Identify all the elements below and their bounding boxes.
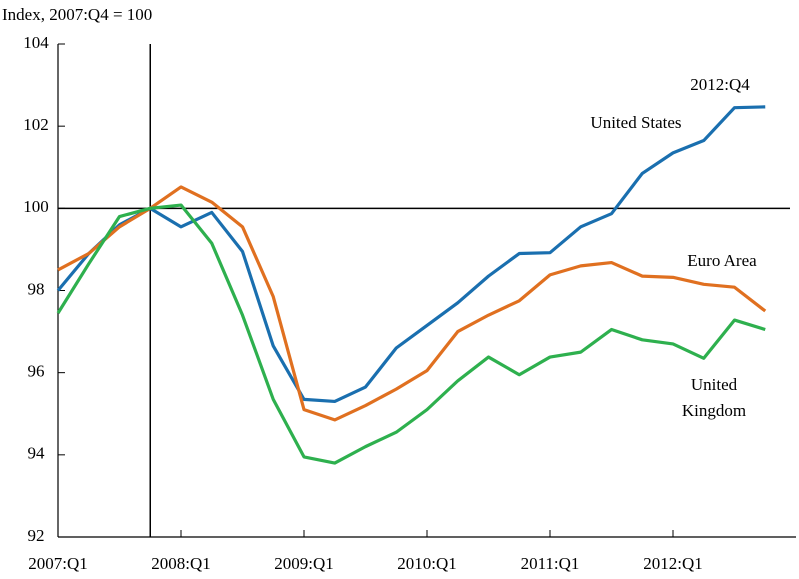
x-tick-label: 2012:Q1 — [643, 554, 703, 573]
x-tick-label: 2009:Q1 — [274, 554, 334, 573]
y-tick-label: 100 — [23, 197, 49, 216]
annotation: Euro Area — [687, 251, 757, 270]
series-line — [56, 105, 766, 404]
annotation: United States — [590, 113, 681, 132]
series-line — [56, 203, 766, 465]
annotation: United — [691, 375, 738, 394]
annotation: Kingdom — [682, 401, 746, 420]
y-tick-label: 94 — [28, 444, 46, 463]
y-tick-label: 104 — [23, 33, 49, 52]
y-tick-label: 102 — [23, 115, 49, 134]
annotation: 2012:Q4 — [690, 75, 750, 94]
y-tick-label: 96 — [28, 362, 45, 381]
x-tick-label: 2011:Q1 — [521, 554, 580, 573]
x-tick-label: 2008:Q1 — [151, 554, 211, 573]
y-tick-label: 98 — [28, 279, 45, 298]
chart-subtitle: Index, 2007:Q4 = 100 — [2, 5, 152, 24]
series-line — [57, 185, 767, 422]
x-tick-label: 2007:Q1 — [28, 554, 88, 573]
y-tick-label: 92 — [28, 526, 45, 545]
x-tick-label: 2010:Q1 — [397, 554, 457, 573]
